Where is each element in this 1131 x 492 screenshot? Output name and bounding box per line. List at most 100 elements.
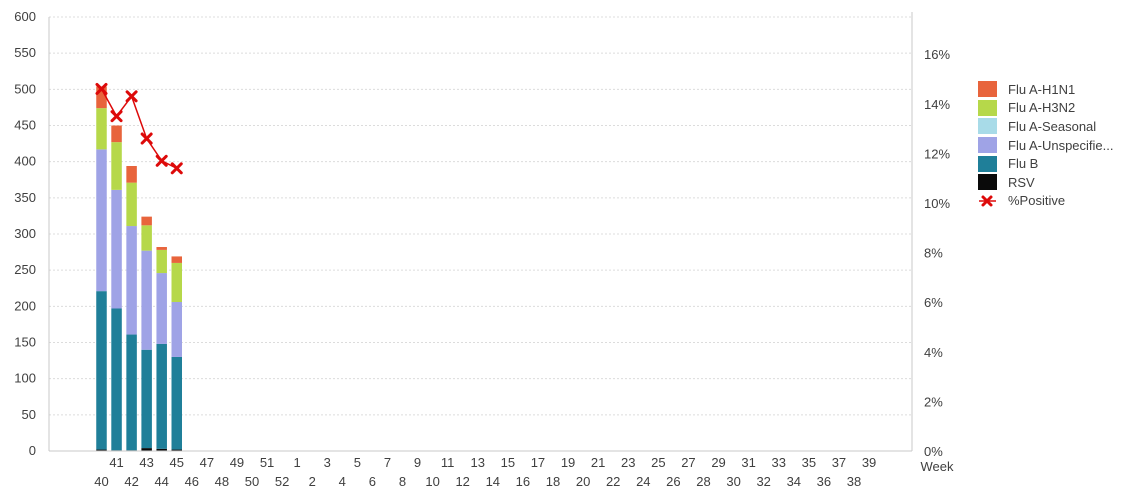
legend-item: Flu A-Unspecifie... xyxy=(978,136,1114,155)
bar-segment xyxy=(111,125,122,143)
x-tick-label: 39 xyxy=(862,455,876,470)
bar-segment xyxy=(126,182,137,227)
bar-segment xyxy=(96,291,107,450)
x-tick-label: 3 xyxy=(324,455,331,470)
positive-point xyxy=(125,90,138,103)
bar-segment xyxy=(171,356,182,450)
legend-label: Flu A-H3N2 xyxy=(1008,100,1076,116)
x-tick-label: 17 xyxy=(531,455,545,470)
y-right-tick-label: 4% xyxy=(924,345,943,360)
legend-swatch xyxy=(978,118,997,135)
x-tick-label: 30 xyxy=(726,474,740,489)
tick-labels: 0501001502002503003504004505005506000%2%… xyxy=(14,9,954,489)
y-right-tick-label: 2% xyxy=(924,394,943,409)
legend-item: Flu B xyxy=(978,154,1114,173)
y-left-tick-label: 200 xyxy=(14,298,36,313)
x-tick-label: 34 xyxy=(787,474,801,489)
x-tick-label: 23 xyxy=(621,455,635,470)
y-right-tick-label: 10% xyxy=(924,196,950,211)
y-right-tick-label: 12% xyxy=(924,146,950,161)
bar-segment xyxy=(111,189,122,309)
x-tick-label: 41 xyxy=(109,455,123,470)
x-tick-label: 5 xyxy=(354,455,361,470)
x-tick-label: 31 xyxy=(741,455,755,470)
bar-segment xyxy=(156,343,167,449)
bar-segment xyxy=(96,86,107,109)
x-tick-label: 2 xyxy=(309,474,316,489)
positive-point xyxy=(95,82,108,95)
x-tick-label: 14 xyxy=(486,474,500,489)
x-tick-label: 20 xyxy=(576,474,590,489)
legend-swatch xyxy=(978,155,997,172)
y-right-tick-label: 6% xyxy=(924,295,943,310)
legend-swatch xyxy=(978,137,997,154)
x-tick-label: 43 xyxy=(139,455,153,470)
x-tick-label: 48 xyxy=(215,474,229,489)
bar-segment xyxy=(126,226,137,335)
x-tick-label: 35 xyxy=(802,455,816,470)
x-tick-label: 18 xyxy=(546,474,560,489)
x-tick-label: 49 xyxy=(230,455,244,470)
bar-segment xyxy=(126,166,137,183)
x-tick-label: 21 xyxy=(591,455,605,470)
bar-segment xyxy=(171,449,182,451)
legend: Flu A-H1N1 Flu A-H3N2 Flu A-Seasonal Flu A-… xyxy=(978,80,1114,210)
legend-item: %Positive xyxy=(978,192,1114,211)
x-tick-label: 51 xyxy=(260,455,274,470)
bar-segment xyxy=(156,273,167,344)
x-tick-label: 29 xyxy=(711,455,725,470)
axes xyxy=(48,12,913,452)
y-right-tick-label: 14% xyxy=(924,97,950,112)
legend-cross-icon xyxy=(979,195,996,207)
x-tick-label: 15 xyxy=(501,455,515,470)
bar-segment xyxy=(171,256,182,263)
y-left-tick-label: 500 xyxy=(14,81,36,96)
x-tick-label: 28 xyxy=(696,474,710,489)
x-tick-label: 45 xyxy=(170,455,184,470)
y-left-tick-label: 150 xyxy=(14,335,36,350)
positive-point xyxy=(155,154,168,167)
bar-segment xyxy=(156,448,167,451)
x-tick-label: 7 xyxy=(384,455,391,470)
bar-segment xyxy=(141,250,152,350)
legend-label: Flu A-H1N1 xyxy=(1008,81,1076,97)
x-tick-label: 10 xyxy=(425,474,439,489)
legend-item: Flu A-H3N2 xyxy=(978,99,1114,118)
y-left-tick-label: 0 xyxy=(29,443,36,458)
x-tick-label: 26 xyxy=(666,474,680,489)
x-tick-label: 24 xyxy=(636,474,650,489)
bar-segment xyxy=(156,247,167,250)
x-tick-label: 1 xyxy=(294,455,301,470)
y-right-tick-label: 16% xyxy=(924,47,950,62)
bar-segment xyxy=(96,449,107,451)
x-tick-label: 13 xyxy=(471,455,485,470)
y-right-tick-label: 8% xyxy=(924,246,943,261)
bar-segment xyxy=(171,262,182,302)
x-tick-label: 46 xyxy=(185,474,199,489)
bar-segment xyxy=(111,308,122,451)
legend-swatch xyxy=(978,81,997,98)
y-right-tick-label: 0% xyxy=(924,444,943,459)
x-axis-label: Week xyxy=(921,459,954,474)
legend-item: Flu A-H1N1 xyxy=(978,80,1114,99)
y-left-tick-label: 50 xyxy=(22,407,36,422)
x-tick-label: 16 xyxy=(516,474,530,489)
legend-item: RSV xyxy=(978,173,1114,192)
y-left-tick-label: 300 xyxy=(14,226,36,241)
bar-segment xyxy=(141,448,152,451)
x-tick-label: 19 xyxy=(561,455,575,470)
bar-group xyxy=(96,86,182,451)
y-left-tick-label: 550 xyxy=(14,45,36,60)
positive-point xyxy=(170,162,183,175)
x-tick-label: 12 xyxy=(455,474,469,489)
y-left-tick-label: 600 xyxy=(14,9,36,24)
positive-line xyxy=(95,82,183,175)
positive-point xyxy=(110,110,123,123)
y-left-tick-label: 450 xyxy=(14,118,36,133)
x-tick-label: 38 xyxy=(847,474,861,489)
legend-label: %Positive xyxy=(1008,193,1066,209)
x-tick-label: 47 xyxy=(200,455,214,470)
x-tick-label: 9 xyxy=(414,455,421,470)
x-tick-label: 27 xyxy=(681,455,695,470)
